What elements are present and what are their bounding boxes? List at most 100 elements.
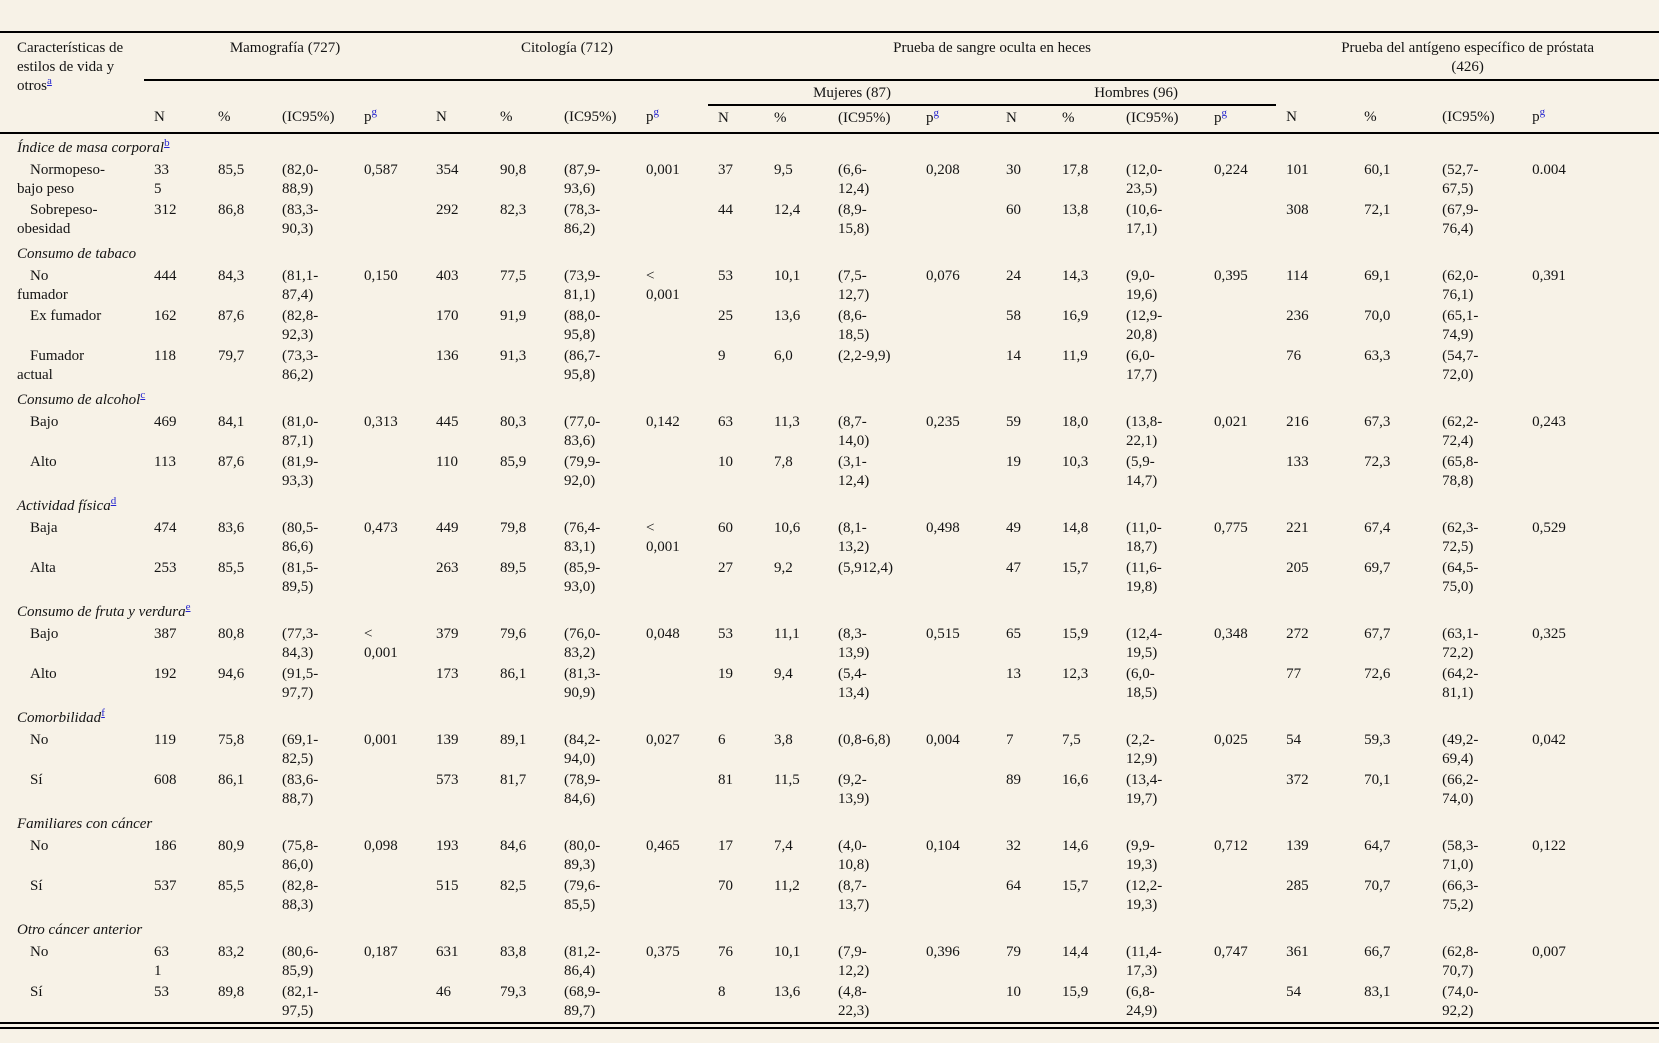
cell-p [1204, 306, 1276, 346]
cell-n: 6 [718, 732, 726, 748]
cell-p: 0,498 [926, 520, 960, 536]
cell-pct: 85,5 [218, 162, 245, 178]
cell-p: 0,027 [646, 732, 680, 748]
cell-pct: 14,6 [1062, 838, 1089, 854]
row-label: No [30, 838, 49, 854]
col-header-n: N [1276, 105, 1355, 134]
col-header-p: pg [916, 105, 997, 134]
cell-pct: 14,4 [1062, 944, 1089, 960]
section-label: Índice de masa corporalb [0, 133, 1659, 160]
p-label: p [646, 109, 654, 125]
cell-ci: (9,2- 13,9) [838, 772, 870, 807]
cell-ci: (66,2- 74,0) [1442, 772, 1479, 807]
footnote-link-g[interactable]: g [371, 106, 378, 118]
cell-n: 60 [718, 520, 734, 536]
cell-n: 8 [718, 984, 726, 1000]
cell-n: 272 [1286, 626, 1309, 642]
cell-p: 0,747 [1214, 944, 1248, 960]
footnote-link-f[interactable]: f [101, 707, 105, 719]
cell-pct: 79,7 [218, 348, 245, 364]
section-label: Comorbilidadf [0, 704, 1659, 730]
cell-ci: (80,5- 86,6) [282, 520, 319, 555]
cell-pct: 89,5 [500, 560, 527, 576]
footnote-link-a[interactable]: a [47, 75, 52, 87]
cell-ci: (66,3- 75,2) [1442, 878, 1479, 913]
row-label: No [30, 944, 49, 960]
cell-n: 379 [436, 626, 459, 642]
cell-p [354, 558, 426, 598]
cell-p: 0,122 [1532, 838, 1566, 854]
section-label-text: Comorbilidad [17, 710, 102, 726]
row-label: Alta [30, 560, 56, 576]
footnote-link-g[interactable]: g [653, 106, 660, 118]
table-row: Sobrepeso- obesidad 312 86,8 (83,3- 90,3) 29… [0, 200, 1659, 240]
footnote-link-g[interactable]: g [1539, 106, 1546, 118]
cell-pct: 12,3 [1062, 666, 1089, 682]
section-label-text: Familiares con cáncer [17, 816, 153, 832]
cell-ci: (80,6- 85,9) [282, 944, 319, 979]
subgroup-hombres: Hombres (96) [996, 80, 1277, 106]
section-header-row: Otro cáncer anterior [0, 916, 1659, 942]
cell-ci: (82,8- 88,3) [282, 878, 319, 913]
cell-n: 170 [436, 308, 459, 324]
footnote-link-b[interactable]: b [164, 137, 170, 149]
footnote-link-e[interactable]: e [185, 601, 191, 613]
cell-ci: (8,1- 13,2) [838, 520, 870, 555]
footnote-link-g[interactable]: g [1221, 107, 1228, 119]
cell-p [1204, 770, 1276, 810]
cell-p: 0,048 [646, 626, 680, 642]
cell-ci: (73,9- 81,1) [564, 268, 601, 303]
section-header-row: Consumo de alcoholc [0, 386, 1659, 412]
col-header-pct: % [208, 105, 272, 134]
cell-p [1522, 770, 1659, 810]
cell-n: 59 [1006, 414, 1022, 430]
cell-pct: 67,3 [1364, 414, 1391, 430]
cell-p: 0,465 [646, 838, 680, 854]
footnote-link-g[interactable]: g [933, 107, 940, 119]
p-label: p [1532, 109, 1540, 125]
cell-ci: (12,9- 20,8) [1126, 308, 1163, 343]
cell-p [636, 982, 708, 1023]
cell-pct: 10,1 [774, 944, 801, 960]
cell-ci: (13,8- 22,1) [1126, 414, 1163, 449]
stub-header-text: Características de estilos de vida y otr… [17, 40, 124, 94]
footnote-link-c[interactable]: c [140, 389, 146, 401]
cell-ci: (0,8-6,8) [838, 732, 891, 748]
cell-p: 0,473 [364, 520, 398, 536]
table-row: Alta 253 85,5 (81,5- 89,5) 263 89,5 (85,9- 93,… [0, 558, 1659, 598]
cell-pct: 60,1 [1364, 162, 1391, 178]
cell-n: 193 [436, 838, 459, 854]
cell-p: 0,208 [926, 162, 960, 178]
cell-ci: (62,2- 72,4) [1442, 414, 1479, 449]
cell-p: 0,395 [1214, 268, 1248, 284]
cell-n: 53 [154, 984, 169, 1000]
section-label: Actividad físicad [0, 492, 1659, 518]
cell-pct: 77,5 [500, 268, 527, 284]
cell-p [636, 876, 708, 916]
cell-n: 136 [436, 348, 459, 364]
column-group-prostata: Prueba del antígeno específico de prósta… [1276, 32, 1659, 81]
cell-p: 0,391 [1532, 268, 1566, 284]
cell-ci: (8,3- 13,9) [838, 626, 870, 661]
cell-pct: 81,7 [500, 772, 527, 788]
cell-ci: (49,2- 69,4) [1442, 732, 1479, 767]
cell-p [636, 558, 708, 598]
cell-n: 25 [718, 308, 734, 324]
cell-pct: 83,6 [218, 520, 245, 536]
section-label-text: Otro cáncer anterior [17, 922, 143, 938]
row-label: Sí [30, 772, 43, 788]
footnote-link-d[interactable]: d [110, 495, 117, 507]
cell-ci: (54,7- 72,0) [1442, 348, 1479, 383]
cell-pct: 13,8 [1062, 202, 1089, 218]
col-header-pct: % [490, 105, 555, 134]
cell-ci: (87,9- 93,6) [564, 162, 601, 197]
cell-ci: (76,0- 83,2) [564, 626, 601, 661]
cell-n: 444 [154, 268, 177, 284]
cell-ci: (91,5- 97,7) [282, 666, 319, 701]
cell-p: 0,187 [364, 944, 398, 960]
subgroup-mujeres: Mujeres (87) [708, 80, 997, 106]
cell-ci: (78,9- 84,6) [564, 772, 601, 807]
cell-n: 537 [154, 878, 177, 894]
cell-n: 118 [154, 348, 176, 364]
cell-p: 0,001 [364, 732, 398, 748]
